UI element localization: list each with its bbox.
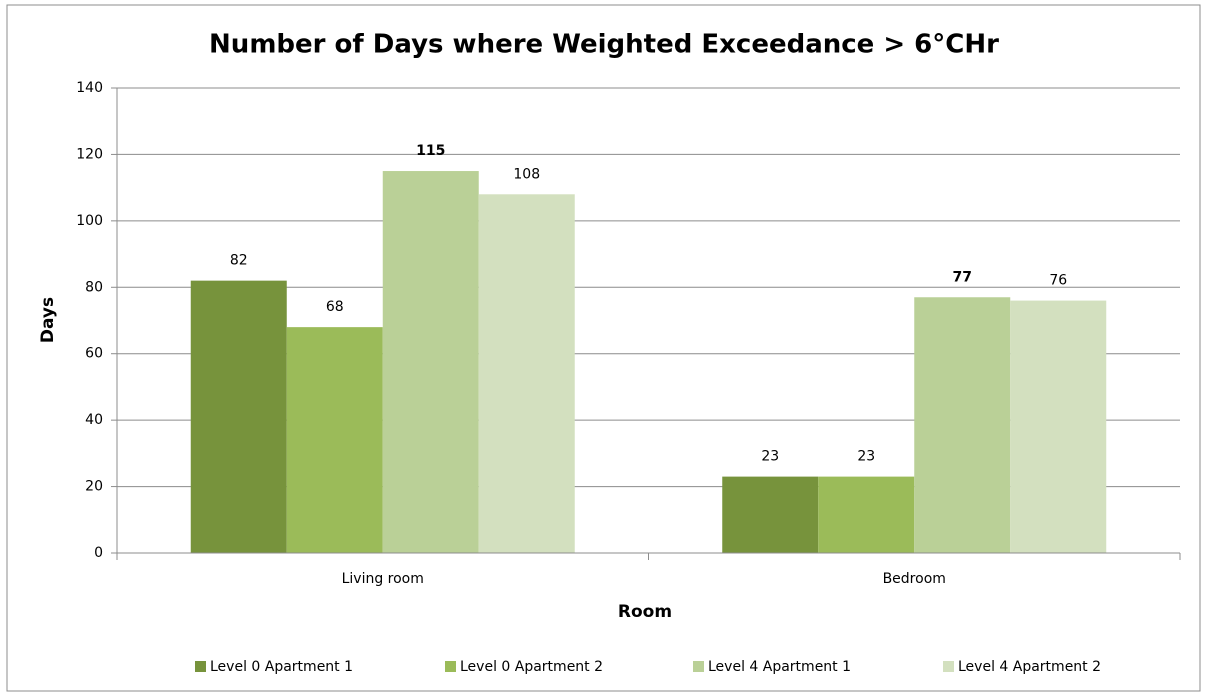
legend-label: Level 4 Apartment 1 [708, 659, 851, 675]
y-tick-label: 140 [76, 80, 103, 96]
data-label: 68 [326, 299, 344, 315]
legend-label: Level 4 Apartment 2 [958, 659, 1101, 675]
y-tick-label: 120 [76, 146, 103, 162]
x-tick-label: Living room [342, 571, 424, 587]
bar [722, 476, 819, 553]
data-label: 82 [230, 253, 248, 269]
bar [190, 280, 287, 553]
bar [286, 327, 383, 553]
data-label: 115 [416, 143, 445, 159]
data-label: 76 [1049, 273, 1067, 289]
data-label: 23 [761, 449, 779, 465]
y-tick-label: 60 [85, 346, 103, 362]
data-label: 23 [857, 449, 875, 465]
legend-swatch [195, 661, 206, 672]
data-label: 108 [513, 166, 540, 182]
y-tick-label: 80 [85, 279, 103, 295]
y-tick-label: 0 [94, 545, 103, 561]
legend-label: Level 0 Apartment 1 [210, 659, 353, 675]
bar [1010, 300, 1107, 553]
legend-swatch [943, 661, 954, 672]
y-tick-label: 100 [76, 213, 103, 229]
chart-title: Number of Days where Weighted Exceedance… [209, 30, 999, 60]
bar [382, 171, 479, 554]
bar [914, 297, 1011, 553]
data-label: 77 [953, 269, 972, 285]
legend-swatch [445, 661, 456, 672]
bar [478, 194, 575, 554]
y-axis-title: Days [38, 297, 58, 343]
x-axis-title: Room [618, 602, 672, 622]
legend-label: Level 0 Apartment 2 [460, 659, 603, 675]
y-tick-label: 40 [85, 412, 103, 428]
x-tick-label: Bedroom [883, 571, 946, 587]
bar [818, 476, 915, 553]
legend-swatch [693, 661, 704, 672]
y-tick-label: 20 [85, 479, 103, 495]
